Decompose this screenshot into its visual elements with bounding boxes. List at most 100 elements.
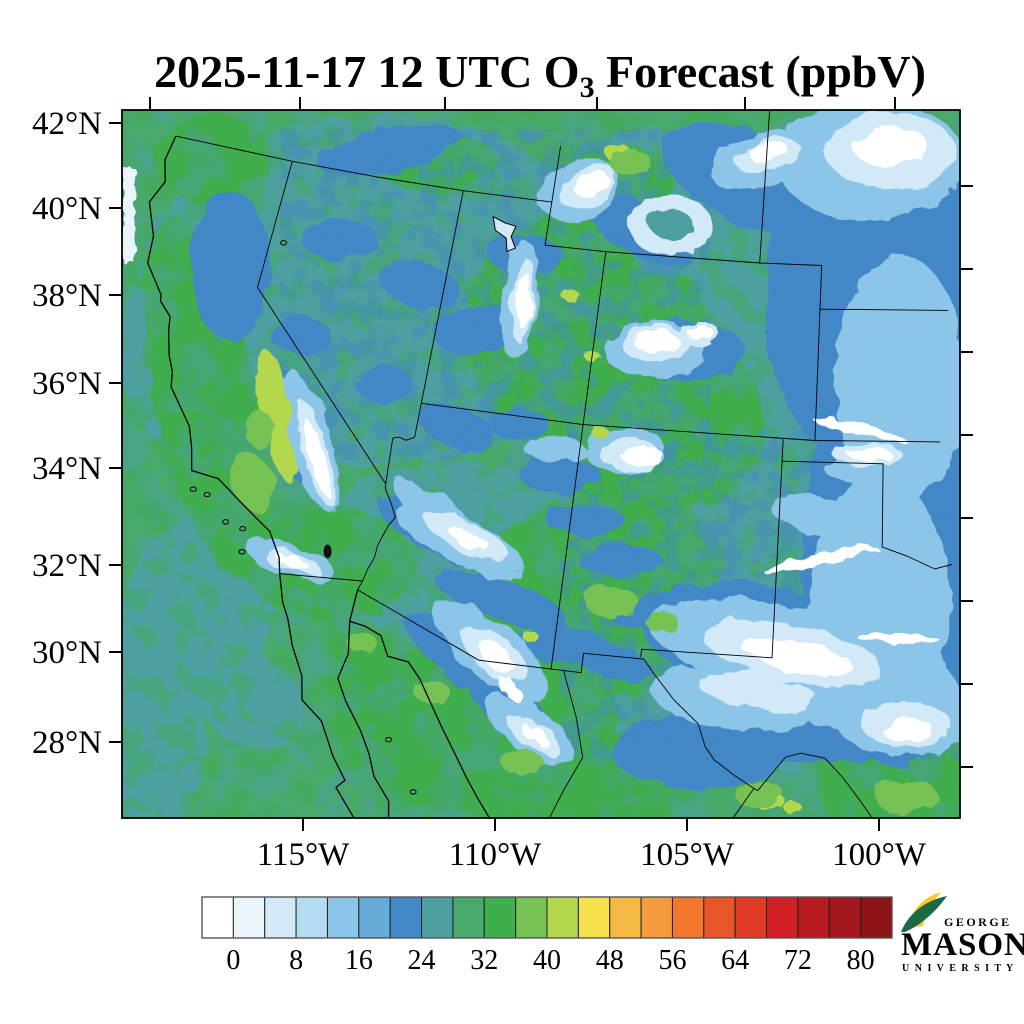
contour-fill-blob — [860, 635, 940, 645]
map-canvas — [122, 110, 960, 818]
state-border-line — [550, 424, 584, 670]
state-border-line — [759, 110, 771, 264]
lat-tick-label: 40°N — [32, 191, 102, 227]
contour-fill-blob — [770, 496, 910, 544]
island — [280, 240, 288, 246]
island — [238, 549, 246, 555]
colorbar-cell — [201, 896, 234, 939]
coastline — [147, 135, 355, 818]
lon-tick-label: 110°W — [449, 837, 542, 873]
island — [409, 789, 417, 795]
colorbar-cell — [734, 896, 768, 939]
state-border-line — [421, 402, 941, 443]
contour-fill-blob — [650, 211, 694, 239]
colorbar-cell — [421, 896, 454, 939]
contour-fill-blob — [609, 149, 651, 175]
state-border-line — [257, 161, 396, 582]
state-border-line — [640, 439, 784, 659]
colorbar-cell — [358, 896, 391, 939]
top-axis-ticks — [149, 97, 896, 110]
colorbar-cell — [703, 896, 736, 939]
title-suffix: Forecast (ppbV) — [594, 45, 926, 97]
state-border-line — [732, 788, 755, 818]
colorbar-tick-label: 56 — [658, 945, 686, 976]
contour-fill-blob — [835, 255, 960, 505]
title-prefix: 2025-11-17 12 UTC O — [154, 45, 580, 97]
colorbar-cell — [766, 896, 799, 939]
contour-fill-blob — [521, 724, 551, 748]
island — [221, 519, 229, 525]
logo-university-text: U N I V E R S I T Y — [902, 963, 1015, 974]
lat-tick-label: 38°N — [32, 278, 102, 314]
state-border-line — [279, 573, 873, 818]
contour-fill-blob — [501, 749, 543, 775]
contour-fill-blob — [848, 449, 892, 461]
map-frame — [121, 109, 961, 819]
gmu-logo: GEORGE MASON U N I V E R S I T Y — [901, 892, 1024, 974]
title-subscript: 3 — [579, 71, 595, 104]
colorbar-cell — [609, 896, 642, 939]
logo-leaf-green-icon — [901, 896, 947, 932]
great-salt-lake — [492, 215, 517, 253]
state-border-line — [782, 460, 953, 570]
contour-fill-blob — [621, 446, 663, 466]
contour-fill-blob — [414, 681, 450, 703]
colorbar-cell — [640, 896, 673, 939]
logo-mason-text: MASON — [901, 927, 1024, 963]
island — [239, 525, 247, 532]
colorbar-cell — [797, 896, 830, 939]
contour-fill-blob — [498, 678, 524, 702]
contour-fill-blob — [230, 451, 274, 513]
colorbar-cell — [452, 896, 485, 939]
colorbar: 0 8 16 24 32 40 48 56 64 72 80 — [201, 896, 893, 976]
colorbar-cell — [546, 896, 579, 939]
state-border-line — [544, 146, 562, 246]
coastline — [337, 621, 390, 818]
coast-edge-sliver — [123, 168, 135, 263]
contour-fill-blob — [760, 548, 880, 572]
contour-fill-blob — [882, 718, 934, 742]
colorbar-tick-label: 0 — [226, 945, 240, 976]
contour-fill-blob — [525, 438, 585, 462]
contour-fill-blob — [698, 672, 818, 712]
lat-tick-label: 42°N — [32, 106, 102, 142]
lon-tick-label: 100°W — [832, 837, 927, 873]
contour-fill-blob — [574, 170, 610, 198]
colorbar-cell — [232, 896, 266, 939]
state-border-line — [814, 265, 823, 441]
salton-sea — [323, 544, 332, 559]
lat-tick-label: 36°N — [32, 366, 102, 402]
logo-george-text: GEORGE — [944, 915, 1012, 929]
contour-fill-blob — [347, 633, 377, 651]
colorbar-cell — [515, 896, 548, 939]
contour-fill-blob — [854, 128, 930, 168]
colorbar-cell — [671, 896, 705, 939]
contour-fill-blob — [561, 289, 579, 301]
contour-fill-blob — [591, 427, 609, 437]
colorbar-cell — [326, 896, 360, 939]
lat-tick-label: 28°N — [32, 725, 102, 761]
colorbar-tick-label: 80 — [847, 945, 875, 976]
colorbar-cell — [577, 896, 611, 939]
page-title: 2025-11-17 12 UTC O3 Forecast (ppbV) — [0, 45, 1024, 105]
state-border-line — [385, 403, 422, 484]
right-axis-ticks — [960, 185, 973, 768]
lat-tick-label: 32°N — [32, 548, 102, 584]
island — [189, 486, 197, 492]
lat-tick-label: 30°N — [32, 635, 102, 671]
blue-speckle-overlay — [280, 130, 710, 460]
lat-tick-label: 34°N — [32, 451, 102, 487]
contour-fill-blob — [276, 554, 310, 570]
colorbar-cell — [860, 896, 893, 939]
colorbar-cell — [264, 896, 297, 939]
state-border-line — [175, 135, 552, 203]
colorbar-tick-label: 72 — [784, 945, 812, 976]
contour-fill-blob — [749, 141, 787, 163]
state-border-line — [582, 251, 607, 425]
colorbar-tick-label: 24 — [408, 945, 436, 976]
contour-fill-blob — [522, 631, 538, 641]
colorbar-cell — [828, 896, 862, 939]
state-border-line — [544, 244, 822, 266]
contour-fill-blob — [478, 639, 516, 673]
